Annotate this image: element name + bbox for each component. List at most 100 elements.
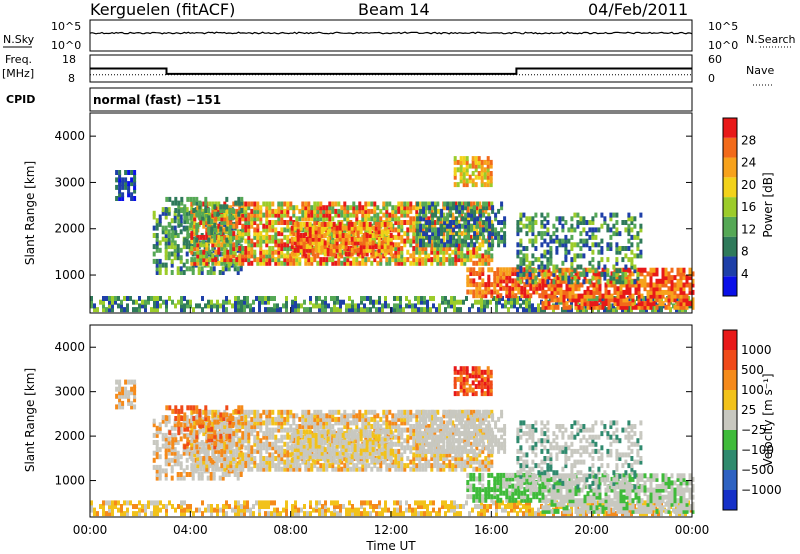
power-cell [377, 244, 381, 250]
power-cell [428, 223, 432, 229]
power-cell [238, 220, 242, 225]
power-cell [604, 293, 608, 299]
power-cell [234, 200, 238, 206]
power-cell [369, 299, 372, 305]
velocity-cell [194, 457, 198, 463]
velocity-cell [274, 434, 278, 440]
power-cell [340, 253, 344, 259]
power-cell [385, 205, 389, 211]
velocity-cell [205, 463, 209, 469]
power-cell [631, 297, 635, 303]
power-cell [418, 260, 422, 266]
power-cell [286, 249, 290, 255]
power-cell [595, 301, 599, 307]
power-cell [328, 238, 332, 244]
velocity-cell [304, 420, 308, 426]
power-cell [271, 234, 275, 240]
noise-series-line [89, 31, 693, 35]
power-cell [488, 216, 492, 222]
power-cell [253, 242, 257, 248]
power-cell [433, 257, 437, 263]
power-cell [164, 255, 168, 261]
velocity-cell [256, 416, 260, 422]
power-cell [494, 216, 498, 222]
power-cell [615, 242, 619, 248]
velocity-cell [274, 448, 278, 454]
power-cell [526, 282, 530, 288]
power-cell [391, 234, 395, 240]
velocity-cell [274, 438, 278, 444]
power-cell [465, 296, 468, 301]
power-cell [487, 212, 491, 218]
power-cell [519, 220, 523, 225]
power-cell [455, 208, 459, 214]
velocity-cell [297, 507, 300, 513]
power-cell [472, 246, 476, 251]
power-cell [597, 242, 601, 248]
power-cell [425, 205, 429, 211]
velocity-cell [432, 500, 435, 506]
velocity-cell [241, 466, 245, 472]
velocity-cell [201, 500, 204, 506]
velocity-cell [363, 500, 366, 506]
power-cell [385, 212, 389, 218]
power-cell [241, 253, 245, 259]
velocity-cell [205, 420, 209, 426]
power-cell [652, 293, 656, 299]
power-cell [460, 257, 464, 263]
velocity-cell [234, 504, 237, 509]
velocity-cell [197, 472, 201, 477]
velocity-cell [313, 427, 317, 433]
velocity-cell [471, 507, 474, 513]
power-cell [195, 196, 199, 202]
power-cell [537, 264, 541, 270]
power-cell [439, 257, 443, 263]
velocity-cell [170, 468, 174, 474]
power-cell [164, 225, 168, 231]
velocity-cell [238, 441, 242, 447]
power-cell [453, 156, 457, 162]
power-colorbar-tick: 4 [741, 267, 749, 281]
power-cell [488, 242, 492, 248]
power-cell [118, 170, 122, 175]
power-cell [501, 296, 504, 301]
velocity-cell [138, 507, 141, 513]
velocity-cell [164, 432, 168, 438]
power-cell [290, 240, 294, 246]
power-cell [376, 216, 380, 222]
power-cell [262, 253, 266, 259]
velocity-cell [93, 511, 96, 517]
power-cell [199, 257, 203, 263]
power-cell [606, 257, 610, 263]
velocity-cell [199, 441, 203, 447]
power-cell [463, 231, 467, 237]
power-cell [538, 293, 542, 299]
velocity-cell [271, 427, 275, 433]
velocity-cell [211, 424, 215, 429]
power-cell [130, 192, 134, 198]
power-cell [445, 249, 449, 255]
power-cell [422, 208, 426, 214]
power-cell [397, 208, 401, 214]
power-cell [500, 220, 504, 225]
velocity-cell [420, 504, 423, 509]
power-cell [170, 240, 174, 246]
power-cell [475, 271, 479, 276]
power-cell [240, 299, 243, 305]
velocity-cell [301, 434, 305, 440]
velocity-cell [233, 468, 237, 474]
velocity-cell [295, 424, 299, 429]
velocity-cell [223, 448, 227, 454]
velocity-cell [354, 507, 357, 513]
power-cell [165, 196, 169, 202]
power-cell [471, 303, 474, 309]
power-cell [421, 246, 425, 251]
power-cell [424, 216, 428, 222]
power-cell [391, 227, 395, 233]
power-cell [473, 220, 477, 225]
velocity-cell [270, 511, 273, 517]
power-cell [453, 171, 457, 176]
power-cell [147, 296, 150, 301]
power-cell [624, 279, 628, 285]
power-cell [415, 234, 419, 240]
